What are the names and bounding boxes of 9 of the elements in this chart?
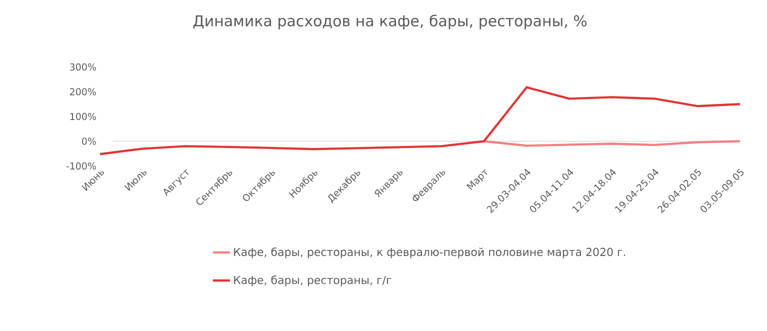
line-series xyxy=(98,86,742,156)
chart-title: Динамика расходов на кафе, бары, рестораны, % xyxy=(193,14,587,30)
y-tick-label: 0% xyxy=(82,138,96,145)
y-tick-label: 200% xyxy=(70,88,96,96)
y-tick-label: 100% xyxy=(70,112,96,120)
y-tick-label: 300% xyxy=(70,63,96,71)
legend-label: Кафе, бары, рестораны, г/г xyxy=(234,275,392,286)
y-tick-label: -100% xyxy=(66,162,96,170)
legend-label: Кафе, бары, рестораны, к февралю-первой половине марта 2020 г. xyxy=(234,247,626,258)
